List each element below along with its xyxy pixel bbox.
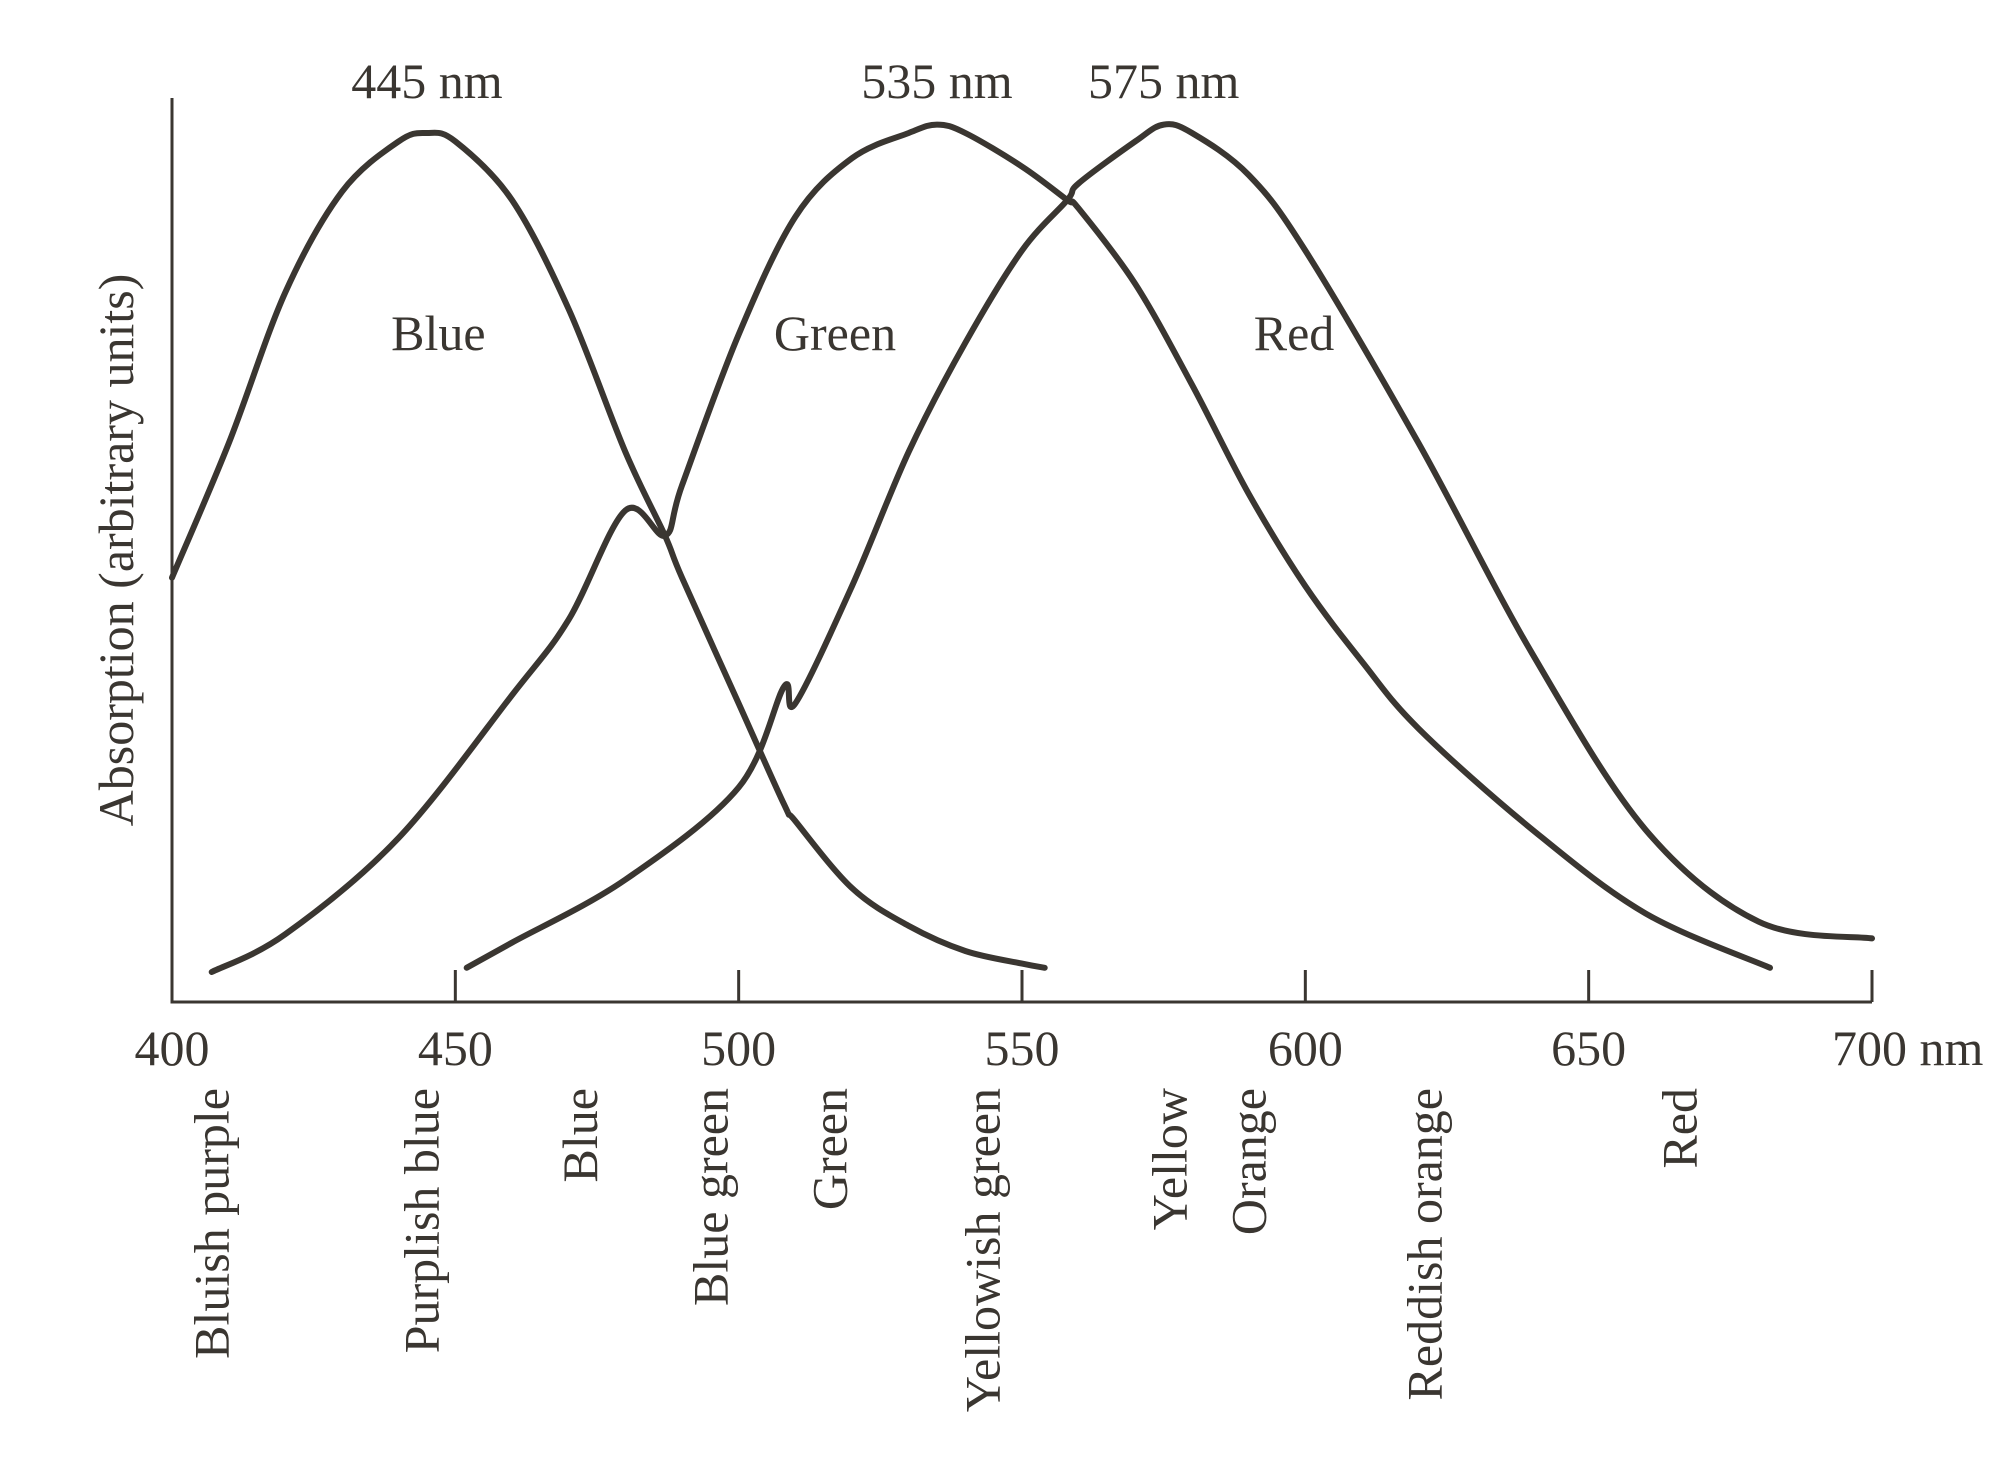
axes: [170, 98, 1872, 1004]
color-region-label: Blue green: [682, 1088, 738, 1306]
color-region-labels: Bluish purple Purplish blue Blue Blue green…: [184, 1088, 1708, 1412]
x-tick-label: 450: [418, 1020, 493, 1076]
green-absorption-curve: [208, 121, 1773, 975]
absorption-curves: [169, 121, 1875, 975]
red-absorption-curve: [463, 121, 1875, 971]
color-region-label: Blue: [552, 1088, 608, 1182]
blue-absorption-curve: [169, 129, 1048, 971]
color-region-label: Yellow: [1141, 1088, 1197, 1230]
y-axis-label: Absorption (arbitrary units): [88, 274, 144, 827]
blue-curve-label: Blue: [391, 305, 485, 361]
color-region-label: Red: [1651, 1088, 1707, 1169]
red-peak-label: 575 nm: [1088, 53, 1240, 109]
x-tick-label: 400: [135, 1020, 210, 1076]
x-tick-label: 550: [985, 1020, 1060, 1076]
color-region-label: Bluish purple: [184, 1088, 240, 1359]
color-region-label: Reddish orange: [1396, 1088, 1452, 1400]
axis-lines: [170, 98, 1872, 1004]
color-region-label: Purplish blue: [393, 1088, 449, 1353]
color-region-label: Orange: [1221, 1088, 1277, 1235]
green-peak-label: 535 nm: [861, 53, 1013, 109]
red-curve-label: Red: [1254, 305, 1335, 361]
peak-labels: 445 nm 535 nm 575 nm: [351, 53, 1239, 109]
x-axis-ticks: [453, 970, 1874, 1002]
x-tick-label: 500: [701, 1020, 776, 1076]
green-curve-label: Green: [774, 305, 896, 361]
color-region-label: Green: [801, 1088, 857, 1210]
x-tick-label: 650: [1551, 1020, 1626, 1076]
x-axis-tick-labels: 400 450 500 550 600 650 700 nm: [135, 1020, 1984, 1076]
blue-peak-label: 445 nm: [351, 53, 503, 109]
color-region-label: Yellowish green: [954, 1088, 1010, 1412]
curve-labels: Blue Green Red: [391, 305, 1334, 361]
x-tick-label: 700 nm: [1832, 1020, 1984, 1076]
x-tick-label: 600: [1268, 1020, 1343, 1076]
